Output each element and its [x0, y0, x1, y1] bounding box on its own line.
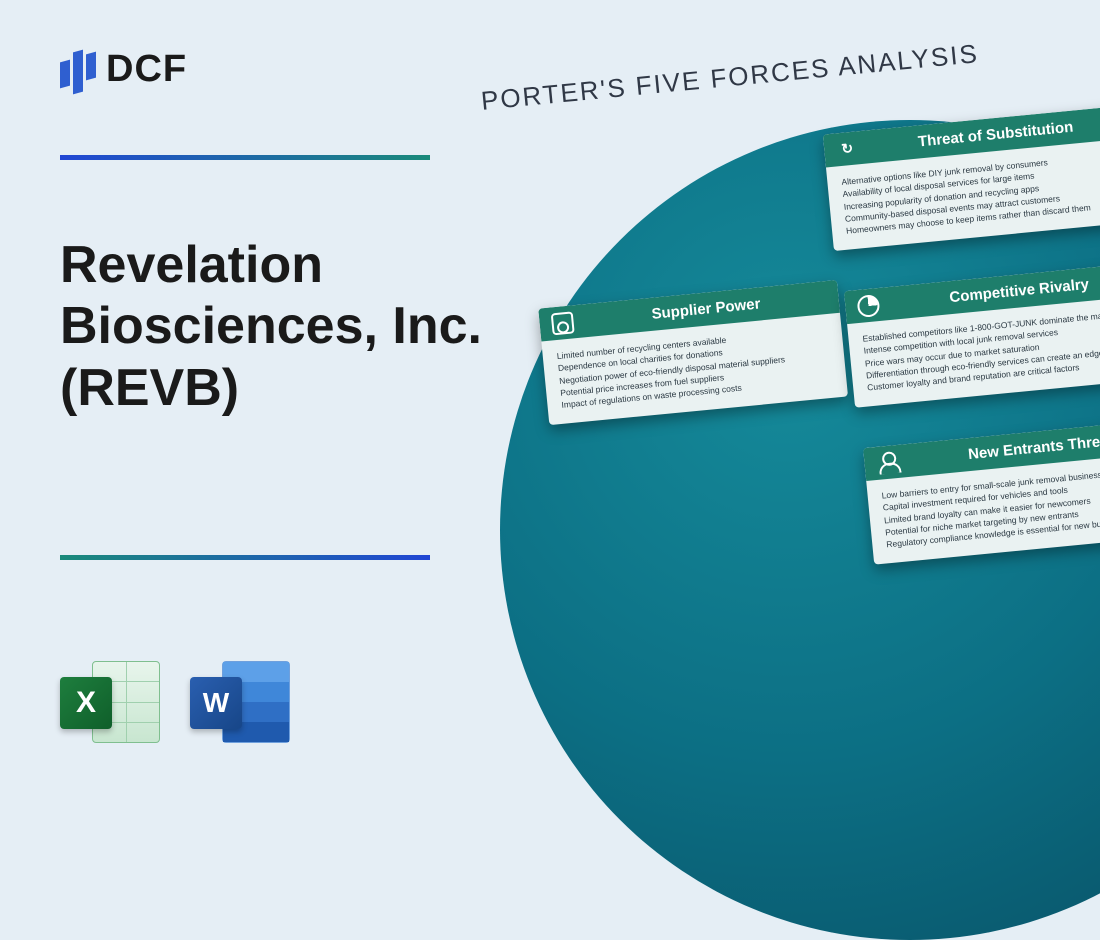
refresh-icon	[835, 137, 859, 161]
divider-top	[60, 155, 430, 160]
word-badge-letter: W	[190, 677, 242, 729]
person-icon	[876, 450, 900, 474]
page-title: Revelation Biosciences, Inc. (REVB)	[60, 235, 500, 419]
card-title: Competitive Rivalry	[949, 276, 1090, 306]
brand-logo: DCF	[60, 45, 187, 93]
excel-badge-letter: X	[60, 677, 112, 729]
card-title: New Entrants Threat	[967, 432, 1100, 463]
divider-bottom	[60, 555, 430, 560]
pie-icon	[856, 294, 880, 318]
key-icon	[551, 311, 575, 335]
infographic-container: DCF Revelation Biosciences, Inc. (REVB) …	[0, 0, 1100, 805]
logo-bars-icon	[60, 45, 96, 93]
card-title: Threat of Substitution	[917, 119, 1074, 151]
logo-text: DCF	[106, 48, 187, 91]
excel-icon: X	[60, 655, 160, 750]
card-title: Supplier Power	[651, 295, 761, 322]
analysis-heading: PORTER'S FIVE FORCES ANALYSIS	[480, 38, 980, 117]
word-icon: W	[190, 655, 290, 750]
file-icons-row: X W	[60, 655, 290, 750]
